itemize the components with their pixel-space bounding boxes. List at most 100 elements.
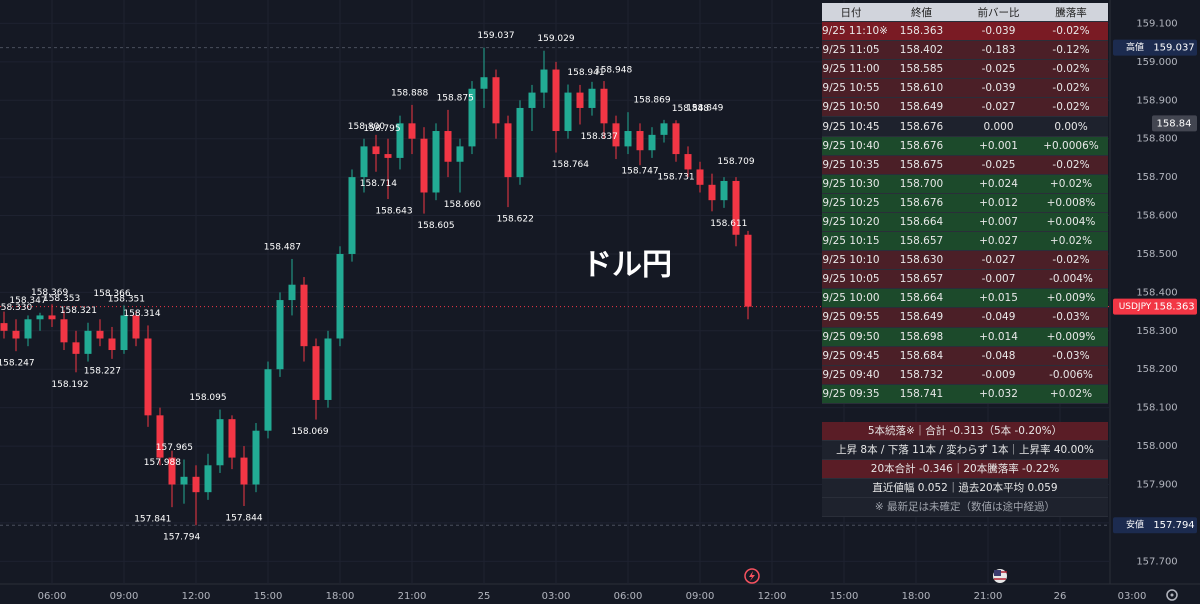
table-row: 9/25 10:40 158.676 +0.001 +0.0006% <box>822 136 1108 156</box>
table-cell: 9/25 10:45 <box>822 120 880 133</box>
table-cell: 0.00% <box>1054 120 1088 133</box>
table-cell: 9/25 10:10 <box>822 254 880 267</box>
table-cell: -0.039 <box>981 25 1016 38</box>
x-tick-label: 12:00 <box>758 591 787 602</box>
candle-body <box>276 300 284 370</box>
table-cell: 9/25 10:25 <box>822 196 880 209</box>
column-header: 日付 <box>840 6 862 19</box>
table-cell: -0.025 <box>981 158 1016 171</box>
table-cell: 9/25 10:35 <box>822 158 880 171</box>
price-annotation: 159.037 <box>477 31 514 41</box>
price-annotation: 158.353 <box>43 294 80 304</box>
table-cell: 158.676 <box>899 120 944 133</box>
table-cell: 158.657 <box>899 273 944 286</box>
price-annotation: 158.869 <box>633 96 670 106</box>
x-tick-label: 15:00 <box>830 591 859 602</box>
candle-body <box>720 180 728 201</box>
x-tick-label: 03:00 <box>542 591 571 602</box>
y-tick-label: 158.800 <box>1136 134 1177 145</box>
level-box <box>1113 517 1197 534</box>
table-cell: 158.585 <box>899 63 944 76</box>
event-icon[interactable] <box>744 568 760 584</box>
chart-title: ドル円 <box>582 248 672 283</box>
summary-line: 上昇 8本 / 下落 11本 / 変わらず 1本｜上昇率 40.00% <box>822 440 1108 460</box>
price-annotation: 158.709 <box>717 157 754 167</box>
level-name: USDJPY <box>1119 302 1152 312</box>
y-tick-label: 158.900 <box>1136 95 1177 106</box>
price-annotation: 158.795 <box>363 124 400 134</box>
y-tick-label: 159.100 <box>1136 18 1177 29</box>
x-tick-label: 18:00 <box>326 591 355 602</box>
price-annotation: 158.948 <box>595 65 632 75</box>
candle-body <box>156 415 164 458</box>
candle-body <box>456 146 464 162</box>
candle-body <box>660 123 668 135</box>
candle-body <box>420 138 428 193</box>
price-annotation: 158.848 <box>672 104 709 114</box>
candle-body <box>552 69 560 132</box>
candle-body <box>432 131 440 193</box>
table-cell: 158.610 <box>899 82 944 95</box>
table-cell: -0.02% <box>1052 101 1090 114</box>
x-tick-label: 18:00 <box>902 591 931 602</box>
table-cell: 9/25 10:50 <box>822 101 880 114</box>
table-cell: -0.03% <box>1052 311 1090 324</box>
table-cell: 158.657 <box>899 235 944 248</box>
table-cell: 9/25 09:55 <box>822 311 880 324</box>
table-cell: 9/25 10:15 <box>822 235 880 248</box>
candle-body <box>72 342 80 354</box>
x-tick-label: 25 <box>478 591 491 602</box>
column-header: 終値 <box>911 6 932 19</box>
table-row: 9/25 10:55 158.610 -0.039 -0.02% <box>822 79 1108 99</box>
level-value: 159.037 <box>1153 43 1194 54</box>
candle-body <box>468 88 476 147</box>
x-tick-label: 15:00 <box>254 591 283 602</box>
table-row: 9/25 09:40 158.732 -0.009 -0.006% <box>822 365 1108 385</box>
table-cell: 9/25 09:45 <box>822 349 880 362</box>
price-annotation: 158.660 <box>444 200 481 210</box>
table-row: 9/25 10:00 158.664 +0.015 +0.009% <box>822 289 1108 309</box>
candle-body <box>444 131 452 162</box>
candle-body <box>528 92 536 108</box>
candle-body <box>36 315 44 320</box>
level-value: 157.794 <box>1153 520 1194 531</box>
table-cell: -0.02% <box>1052 82 1090 95</box>
table-cell: 158.698 <box>899 330 944 343</box>
candle-body <box>648 134 656 151</box>
price-annotation: 158.366 <box>93 289 130 299</box>
table-body: 9/25 11:10※ 158.363 -0.039 -0.02% 9/25 11:05… <box>822 22 1108 404</box>
table-cell: +0.024 <box>979 177 1018 190</box>
candle-body <box>60 319 68 343</box>
table-cell: -0.027 <box>981 254 1016 267</box>
price-annotation: 159.029 <box>537 34 574 44</box>
x-tick-label: 06:00 <box>38 591 67 602</box>
candle-body <box>216 419 224 466</box>
candle-body <box>516 107 524 178</box>
table-row: 9/25 09:55 158.649 -0.049 -0.03% <box>822 308 1108 328</box>
table-cell: 9/25 11:10※ <box>822 25 888 38</box>
table-cell: -0.027 <box>981 101 1016 114</box>
candle-body <box>0 323 8 331</box>
price-annotation: 158.611 <box>710 219 747 229</box>
table-cell: 9/25 09:35 <box>822 387 880 400</box>
marker-label: 158.84 <box>1157 118 1192 129</box>
y-tick-label: 157.700 <box>1136 556 1177 567</box>
table-cell: +0.009% <box>1046 330 1096 343</box>
candle-body <box>132 315 140 339</box>
candle-body <box>204 465 212 493</box>
table-cell: 9/25 09:40 <box>822 368 880 381</box>
table-cell: 9/25 10:20 <box>822 215 880 228</box>
x-tick-label: 09:00 <box>686 591 715 602</box>
flag-icon[interactable] <box>993 569 1007 583</box>
table-cell: +0.004% <box>1046 215 1096 228</box>
settings-icon[interactable] <box>1166 589 1178 601</box>
candle-body <box>636 131 644 151</box>
level-value: 158.363 <box>1153 302 1194 313</box>
table-cell: -0.004% <box>1049 273 1093 286</box>
column-header: 騰落率 <box>1055 6 1087 19</box>
price-annotation: 158.369 <box>31 288 68 298</box>
table-cell: 158.664 <box>899 292 944 305</box>
table-row: 9/25 10:10 158.630 -0.027 -0.02% <box>822 251 1108 271</box>
level-box <box>1113 39 1197 56</box>
table-cell: +0.001 <box>979 139 1018 152</box>
